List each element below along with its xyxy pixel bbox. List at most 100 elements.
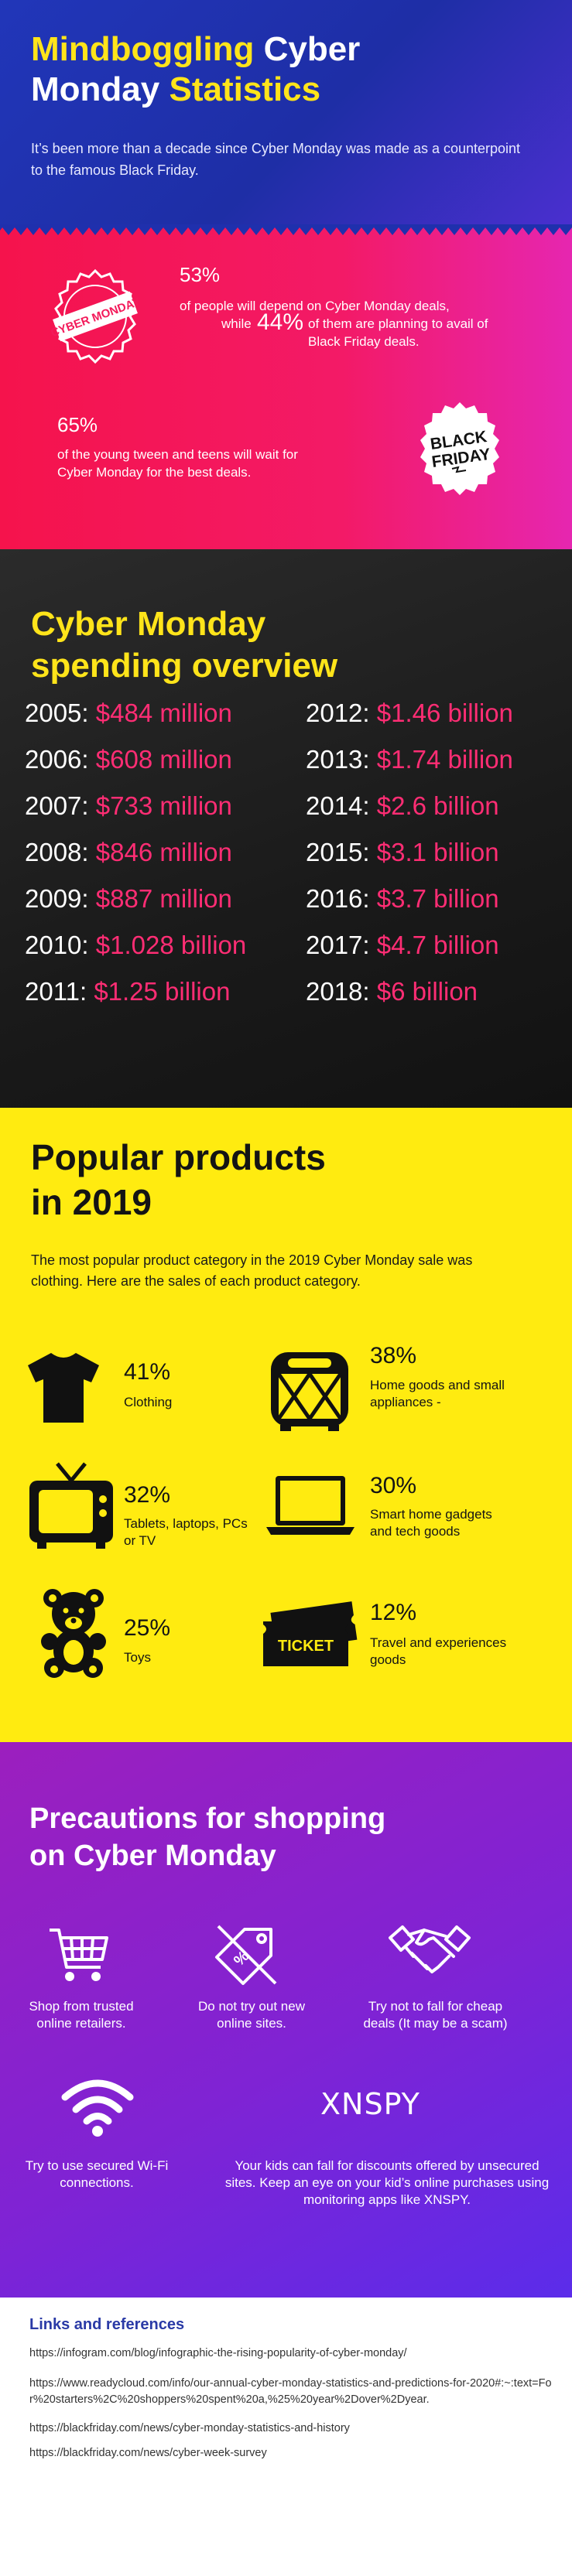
spending-amount: $2.6 billion [376, 791, 499, 820]
stat-44-text-line2: Black Friday deals. [308, 334, 420, 349]
spending-year: 2005: [25, 699, 89, 727]
stat-65-text-line2: Cyber Monday for the best deals. [57, 465, 252, 480]
reference-link-2[interactable]: https://www.readycloud.com/info/our-annu… [29, 2377, 552, 2406]
spending-amount: $1.74 billion [376, 745, 513, 774]
stat-53-text: of people will depend on Cyber Monday de… [180, 299, 450, 313]
svg-text:%: % [231, 1948, 252, 1970]
spending-year: 2008: [25, 838, 89, 866]
spending-row: 2014: $2.6 billion [306, 791, 499, 822]
wifi-icon [61, 2079, 134, 2137]
spending-amount: $846 million [95, 838, 232, 866]
ticket-icon: TICKET [263, 1601, 358, 1666]
spending-row: 2013: $1.74 billion [306, 744, 513, 775]
precautions-title-line2: on Cyber Monday [29, 1840, 276, 1872]
spending-amount: $733 million [95, 791, 232, 820]
products-title: Popular products in 2019 [31, 1135, 495, 1225]
xnspy-logo: XNSPY [320, 2087, 420, 2121]
precautions-title: Precautions for shopping on Cyber Monday [29, 1800, 525, 1874]
product-label-smart-home: Smart home gadgets and tech goods [370, 1507, 492, 1539]
spending-row: 2011: $1.25 billion [25, 976, 230, 1007]
spending-row: 2012: $1.46 billion [306, 698, 513, 729]
spending-year: 2018: [306, 977, 370, 1006]
spending-amount: $6 billion [376, 977, 478, 1006]
references-section: Links and references https://infogram.co… [0, 2298, 572, 2576]
product-pct-travel: 12% [370, 1600, 417, 1625]
stat-53-pct: 53% [180, 263, 221, 286]
spending-year: 2017: [306, 931, 370, 959]
precautions-title-line1: Precautions for shopping [29, 1802, 386, 1835]
spending-amount: $1.25 billion [94, 977, 231, 1006]
precaution-secured-wifi: Try to use secured Wi-Fi connections. [25, 2158, 169, 2190]
product-label-clothing: Clothing [124, 1395, 173, 1409]
product-label-home-goods: Home goods and small appliances - [370, 1378, 505, 1409]
reference-link-4[interactable]: https://blackfriday.com/news/cyber-week-… [29, 2447, 267, 2459]
header-section: Mindboggling Cyber Monday Statistics It’… [0, 0, 572, 224]
spending-amount: $1.028 billion [95, 931, 247, 959]
page-title: Mindboggling Cyber Monday Statistics [31, 29, 542, 110]
product-label-toys: Toys [124, 1650, 151, 1665]
spending-row: 2018: $6 billion [306, 976, 478, 1007]
spending-row: 2006: $608 million [25, 744, 232, 775]
precaution-cheap-deals: Try not to fall for cheap deals (It may … [363, 1999, 508, 2031]
spending-year: 2007: [25, 791, 89, 820]
products-section: Popular products in 2019 The most popula… [0, 1108, 572, 1742]
spending-title-line2: spending overview [31, 647, 338, 685]
stat-65-text-line1: of the young tween and teens will wait f… [57, 447, 298, 462]
references-title: Links and references [29, 2316, 185, 2333]
tshirt-icon [28, 1353, 99, 1423]
tv-icon [29, 1462, 113, 1549]
precaution-trusted-retailers: Shop from trusted online retailers. [29, 1999, 134, 2031]
title-part-3: Monday [31, 70, 160, 108]
precautions-section: Precautions for shopping on Cyber Monday… [0, 1742, 572, 2298]
products-intro: The most popular product category in the… [31, 1252, 473, 1289]
stat-44-text-line1: of them are planning to avail of [308, 316, 488, 331]
reference-link-1[interactable]: https://infogram.com/blog/infographic-th… [29, 2347, 407, 2359]
product-pct-tablets: 32% [124, 1482, 171, 1508]
zigzag-divider [0, 224, 572, 235]
stats-section: CYBER MONDAY 53% of people will depend o… [0, 224, 572, 549]
spending-amount: $484 million [95, 699, 232, 727]
reference-link-3[interactable]: https://blackfriday.com/news/cyber-monda… [29, 2422, 350, 2434]
spending-amount: $608 million [95, 745, 232, 774]
title-part-2: Cyber [263, 30, 361, 68]
shopping-cart-icon [50, 1929, 108, 1981]
spending-amount: $3.1 billion [376, 838, 499, 866]
spending-row: 2009: $887 million [25, 883, 232, 914]
spending-amount: $887 million [95, 884, 232, 913]
spending-year: 2015: [306, 838, 370, 866]
cyber-monday-stamp-icon: CYBER MONDAY [49, 268, 142, 364]
spending-year: 2011: [25, 977, 87, 1006]
spending-row: 2016: $3.7 billion [306, 883, 499, 914]
spending-year: 2014: [306, 791, 370, 820]
spending-year: 2013: [306, 745, 370, 774]
spending-row: 2017: $4.7 billion [306, 930, 499, 961]
spending-row: 2015: $3.1 billion [306, 837, 499, 868]
product-pct-home-goods: 38% [370, 1343, 417, 1368]
precaution-monitor-kids: Your kids can fall for discounts offered… [224, 2158, 550, 2207]
laptop-icon [266, 1476, 355, 1535]
products-title-line2: in 2019 [31, 1182, 152, 1222]
spending-section: Cyber Monday spending overview 2005: $48… [0, 549, 572, 1108]
spending-year: 2012: [306, 699, 370, 727]
title-part-1: Mindboggling [31, 30, 255, 68]
spending-amount: $1.46 billion [376, 699, 513, 727]
spending-year: 2006: [25, 745, 89, 774]
title-part-4: Statistics [169, 70, 321, 108]
ticket-text: TICKET [278, 1638, 334, 1655]
spending-title-line1: Cyber Monday [31, 605, 266, 643]
stat-while-text: while [221, 316, 252, 331]
price-tag-icon: % [215, 1925, 277, 1985]
intro-text: It’s been more than a decade since Cyber… [31, 141, 521, 178]
spending-row: 2008: $846 million [25, 837, 232, 868]
spending-year: 2016: [306, 884, 370, 913]
toaster-icon [271, 1352, 348, 1431]
precaution-new-sites: Do not try out new online sites. [198, 1999, 305, 2031]
products-title-line1: Popular products [31, 1137, 326, 1177]
spending-year: 2009: [25, 884, 89, 913]
handshake-icon [389, 1925, 471, 1973]
spending-row: 2010: $1.028 billion [25, 930, 246, 961]
stat-65-pct: 65% [57, 413, 98, 436]
spending-amount: $4.7 billion [376, 931, 499, 959]
black-friday-badge-icon: BLACK FRIDAY [420, 402, 499, 495]
product-label-tablets: Tablets, laptops, PCs or TV [124, 1516, 248, 1548]
